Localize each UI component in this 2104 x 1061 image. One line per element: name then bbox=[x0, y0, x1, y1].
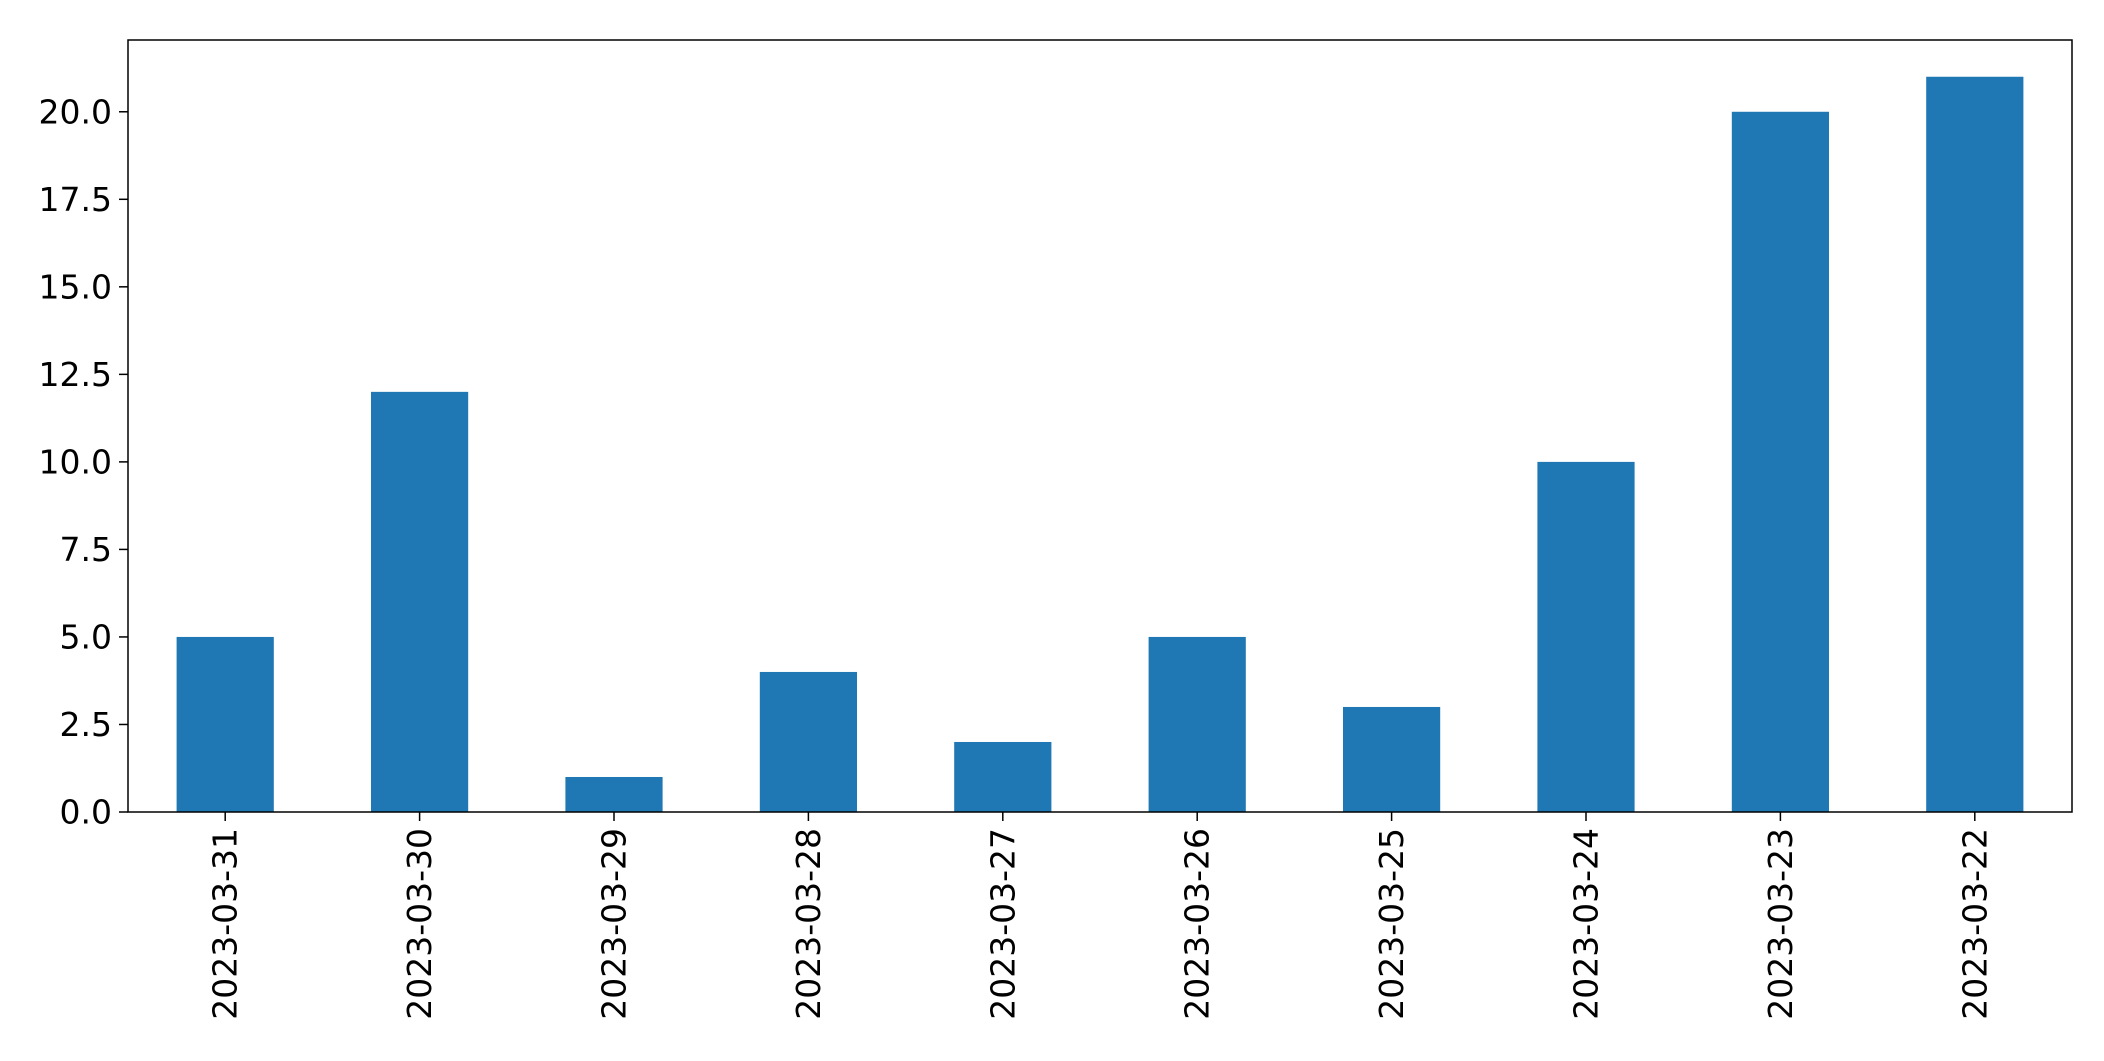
bar-2023-03-24 bbox=[1537, 461, 1635, 812]
bar-2023-03-30 bbox=[371, 391, 469, 812]
bar-2023-03-25 bbox=[1343, 706, 1441, 812]
y-tick-label: 20.0 bbox=[39, 92, 112, 131]
y-tick-label: 0.0 bbox=[60, 793, 112, 832]
x-tick-label: 2023-03-30 bbox=[400, 828, 439, 1020]
x-tick-label: 2023-03-29 bbox=[595, 828, 634, 1020]
bars-group bbox=[176, 76, 2024, 812]
x-tick-label: 2023-03-23 bbox=[1761, 828, 1800, 1020]
bar-2023-03-29 bbox=[565, 776, 663, 812]
y-tick-label: 10.0 bbox=[39, 442, 112, 481]
x-tick-label: 2023-03-25 bbox=[1372, 828, 1411, 1020]
x-tick-label: 2023-03-24 bbox=[1567, 828, 1606, 1020]
y-tick-label: 7.5 bbox=[60, 530, 112, 569]
bar-2023-03-31 bbox=[176, 636, 274, 812]
x-tick-label: 2023-03-26 bbox=[1178, 828, 1217, 1020]
y-tick-label: 5.0 bbox=[60, 617, 112, 656]
y-axis: 0.0 2.5 5.0 7.5 10.0 12.5 15.0 17.5 20.0 bbox=[39, 92, 128, 832]
y-tick-label: 2.5 bbox=[60, 705, 112, 744]
y-tick-label: 12.5 bbox=[39, 355, 112, 394]
bar-2023-03-28 bbox=[759, 671, 857, 812]
bar-2023-03-23 bbox=[1731, 111, 1829, 812]
y-tick-label: 15.0 bbox=[39, 267, 112, 306]
plot-frame bbox=[127, 39, 2073, 813]
bar-2023-03-26 bbox=[1148, 636, 1246, 812]
x-tick-label: 2023-03-27 bbox=[983, 828, 1022, 1020]
x-tick-label: 2023-03-22 bbox=[1955, 828, 1994, 1020]
bar-2023-03-22 bbox=[1926, 76, 2024, 812]
x-tick-label: 2023-03-31 bbox=[206, 828, 245, 1020]
bar-2023-03-27 bbox=[954, 741, 1052, 812]
y-tick-label: 17.5 bbox=[39, 180, 112, 219]
x-axis: 2023-03-31 2023-03-30 2023-03-29 2023-03-28… bbox=[206, 812, 1994, 1020]
x-tick-label: 2023-03-28 bbox=[789, 828, 828, 1020]
